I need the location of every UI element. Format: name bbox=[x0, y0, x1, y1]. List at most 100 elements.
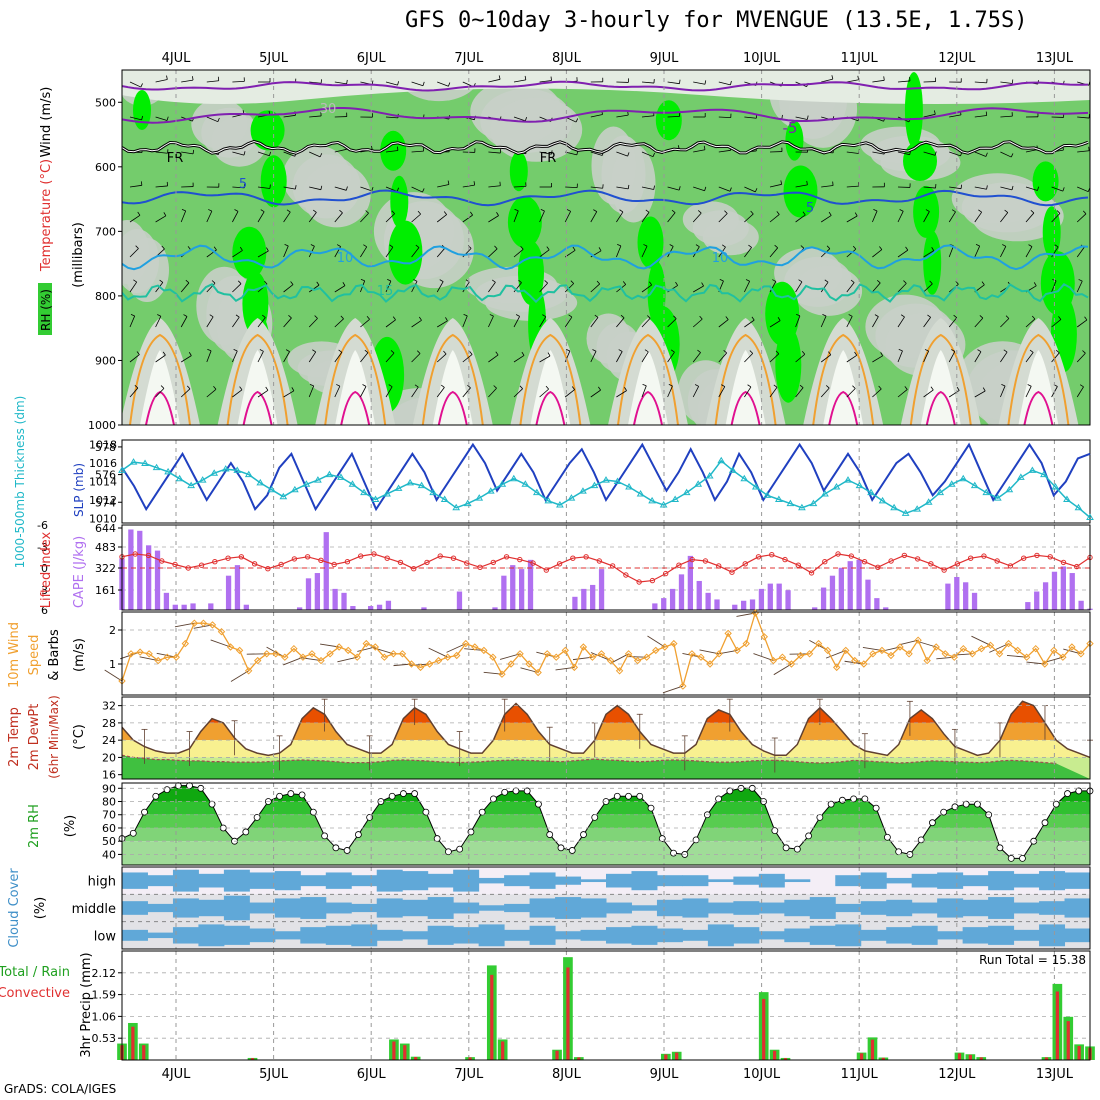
wind-barb bbox=[590, 283, 600, 293]
y-tick-label: 1.06 bbox=[92, 1010, 117, 1023]
thickness-marker bbox=[763, 491, 772, 498]
cloud-cell bbox=[631, 871, 658, 891]
thickness-marker bbox=[532, 488, 541, 496]
wind10-marker bbox=[923, 656, 931, 665]
wind10-marker bbox=[733, 646, 741, 655]
panel-label: 1000-500mb Thickness (dm) bbox=[13, 396, 27, 569]
wind-barb-flag bbox=[777, 317, 781, 321]
thickness-marker bbox=[890, 503, 898, 511]
wind-barb bbox=[718, 213, 728, 223]
cloud-cell bbox=[198, 899, 225, 917]
cloud-cell bbox=[860, 901, 887, 915]
wind-barb-flag bbox=[986, 185, 988, 190]
thickness-marker bbox=[947, 480, 956, 487]
y-tick-label: 578 bbox=[95, 441, 116, 454]
wind-barb-flag bbox=[496, 212, 499, 216]
cloud-cell bbox=[249, 872, 276, 889]
temp-contour-25 bbox=[828, 390, 859, 425]
wind-barb bbox=[308, 212, 317, 223]
rh-marker bbox=[782, 844, 790, 852]
li-marker bbox=[570, 555, 576, 561]
rh-dry-patch bbox=[125, 238, 169, 302]
wind-barb bbox=[308, 351, 317, 363]
wind-barb bbox=[744, 386, 752, 398]
rh-marker bbox=[670, 849, 677, 857]
wind-barb bbox=[488, 185, 501, 188]
wind-barb bbox=[411, 186, 423, 193]
wind-barb-flag bbox=[772, 279, 777, 282]
cape-bar bbox=[678, 574, 685, 610]
wind-barb bbox=[897, 211, 904, 223]
wind-barb bbox=[667, 81, 680, 85]
wind-barb bbox=[872, 210, 878, 223]
wind-barb-flag bbox=[925, 209, 930, 212]
wind-barb bbox=[436, 214, 447, 223]
wind10-marker bbox=[805, 650, 814, 658]
precip-conv-bar bbox=[870, 1039, 875, 1060]
temp-contour-15 bbox=[122, 283, 1089, 304]
rh-fill bbox=[122, 785, 1090, 865]
cloud-cell bbox=[656, 928, 683, 943]
wind-barb bbox=[795, 184, 808, 188]
wind-barb bbox=[1025, 212, 1035, 223]
cloud-cell bbox=[172, 898, 199, 918]
wind-barb bbox=[385, 280, 392, 293]
wind10-marker bbox=[263, 650, 271, 658]
precip-conv-bar bbox=[555, 1050, 559, 1060]
wind10-barb bbox=[900, 639, 919, 646]
wind-barb bbox=[411, 247, 420, 258]
upper-air-panel: 30 -5 FR FR 5 5 10 10 15 500 600 700 800 900 1000 (mill… bbox=[38, 69, 1091, 432]
cloud-cell bbox=[376, 929, 403, 941]
wind-barb-flag bbox=[750, 210, 754, 215]
y-tick-label: 90 bbox=[102, 782, 116, 795]
wind-barb bbox=[334, 385, 341, 398]
wind-barb bbox=[1076, 247, 1085, 258]
wind10-barb bbox=[662, 685, 684, 694]
wind10-marker bbox=[516, 650, 524, 658]
wind10-barb bbox=[499, 653, 521, 660]
wind-barb bbox=[411, 353, 421, 363]
thickness-marker bbox=[521, 480, 530, 487]
thickness-marker bbox=[728, 466, 737, 473]
thickness-marker bbox=[556, 501, 564, 508]
y-tick-label: 70 bbox=[102, 809, 116, 822]
wind-barb bbox=[693, 186, 705, 192]
cape-bar bbox=[856, 559, 862, 610]
wind-barb bbox=[846, 151, 859, 154]
date-label-bottom: 7JUL bbox=[454, 1067, 484, 1082]
y-tick-label: 20 bbox=[102, 751, 116, 764]
wind-barb-flag bbox=[670, 349, 675, 353]
wind-barb bbox=[744, 353, 754, 363]
precip-conv-bar bbox=[403, 1045, 407, 1060]
cloud-cell bbox=[249, 902, 276, 914]
rh-marker bbox=[287, 790, 295, 797]
thickness-marker bbox=[417, 481, 426, 489]
wind-barb bbox=[360, 186, 372, 192]
li-marker bbox=[914, 556, 921, 562]
wind-barb bbox=[206, 116, 219, 123]
wind-barb-flag bbox=[1054, 244, 1059, 248]
wind-barb bbox=[206, 388, 217, 398]
wind-barb bbox=[692, 318, 703, 328]
wind-barb bbox=[667, 385, 673, 398]
y-tick-label: 644 bbox=[95, 522, 116, 535]
wind-barb bbox=[641, 317, 651, 328]
cloud-row-label: high bbox=[88, 875, 116, 890]
li-tick-label: 0 bbox=[41, 562, 48, 575]
wind-barb-flag bbox=[798, 279, 803, 283]
li-marker bbox=[848, 553, 855, 559]
temp-contour-20 bbox=[129, 333, 191, 425]
wind-barb-flag bbox=[207, 348, 212, 352]
li-marker bbox=[530, 560, 536, 566]
cloud-cell bbox=[988, 925, 1015, 945]
cloud-cell bbox=[580, 929, 607, 941]
cape-bar bbox=[137, 530, 143, 610]
wind-barb bbox=[795, 387, 804, 398]
cloud-cell bbox=[504, 929, 531, 941]
cloud-cell bbox=[376, 869, 403, 892]
wind-barb bbox=[1000, 186, 1013, 191]
wind-barb-flag bbox=[721, 244, 726, 248]
precip-conv-bar bbox=[859, 1053, 864, 1060]
y-tick-label: 80 bbox=[102, 796, 116, 809]
wind10-barb bbox=[1063, 648, 1082, 655]
